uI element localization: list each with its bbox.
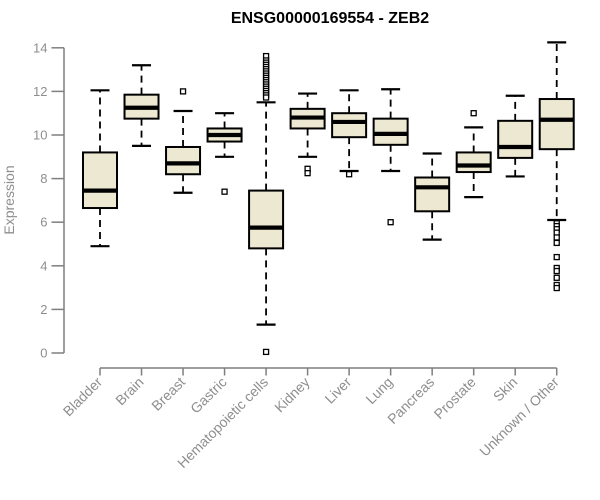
box-gastric [206,112,243,195]
iqr-box [248,189,285,250]
outlier-point [179,88,187,95]
box-kidney [289,92,326,177]
iqr-box [82,151,118,210]
outlier-point [345,171,353,178]
box-bladder [82,89,118,248]
x-tick-label: Prostate [431,374,479,422]
x-tick-label: Brain [112,374,146,408]
y-tick-label: 14 [33,40,47,55]
box-lung [372,88,409,226]
x-tick-label: Lung [362,374,395,407]
y-axis-label: Expression [1,165,17,234]
outlier-point [304,169,311,177]
box-pancreas [414,152,451,241]
outlier-point [262,348,270,356]
box-group [82,41,575,356]
x-tick-label: Liver [321,374,354,407]
iqr-box [372,117,409,146]
outlier-point [262,94,270,101]
x-tick-label: Bladder [60,374,106,420]
iqr-box [165,145,202,176]
outlier-point [553,234,560,241]
box-prostate [455,110,492,199]
box-skin [497,94,534,178]
outlier-point [553,239,560,247]
outlier-point [553,267,560,275]
x-tick-label: Breast [148,374,188,414]
y-tick-label: 8 [40,171,47,186]
y-tick-label: 4 [40,258,47,273]
box-unknown-other [538,41,575,292]
box-liver [331,89,368,178]
outlier-point [387,219,394,226]
chart-title: ENSG00000169554 - ZEB2 [231,10,429,27]
x-tick-label: Skin [490,374,521,405]
x-tick-label: Kidney [271,374,313,416]
outlier-point [553,253,560,261]
y-tick-label: 10 [33,128,47,143]
box-hematopoietic-cells [248,52,285,356]
box-brain [123,64,160,147]
y-tick-label: 2 [40,302,47,317]
outlier-point [221,188,228,195]
y-tick-label: 12 [33,84,47,99]
y-tick-label: 0 [40,346,47,361]
outlier-point [553,284,560,292]
iqr-box [331,112,368,139]
iqr-box [497,119,534,159]
box-breast [165,88,202,194]
iqr-box [538,98,575,151]
iqr-box [414,176,451,213]
iqr-box [455,151,492,174]
x-tick-label: Unknown / Other [476,374,562,460]
outlier-point [470,110,477,117]
outlier-point [553,274,560,281]
y-tick-label: 6 [40,215,47,230]
